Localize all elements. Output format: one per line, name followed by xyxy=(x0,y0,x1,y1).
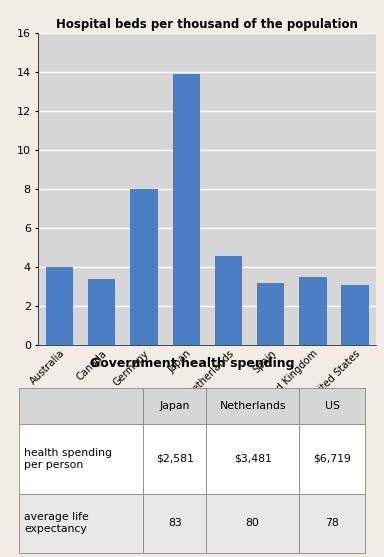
Bar xyxy=(130,189,158,345)
Bar xyxy=(300,494,365,553)
Text: 80: 80 xyxy=(246,518,260,528)
Text: 83: 83 xyxy=(168,518,182,528)
Title: Hospital beds per thousand of the population: Hospital beds per thousand of the popula… xyxy=(56,18,358,31)
Text: $3,481: $3,481 xyxy=(234,454,271,464)
Bar xyxy=(257,283,285,345)
Text: $6,719: $6,719 xyxy=(313,454,351,464)
Bar xyxy=(300,388,365,424)
Bar xyxy=(46,267,73,345)
Bar xyxy=(19,494,144,553)
Text: Government health spending: Government health spending xyxy=(90,357,294,370)
Text: Netherlands: Netherlands xyxy=(219,401,286,411)
Bar xyxy=(206,424,300,494)
Text: 78: 78 xyxy=(326,518,339,528)
Bar xyxy=(299,277,327,345)
Bar xyxy=(144,424,206,494)
Bar xyxy=(206,494,300,553)
Text: $2,581: $2,581 xyxy=(156,454,194,464)
Text: health spending
per person: health spending per person xyxy=(24,448,112,470)
Bar xyxy=(215,256,242,345)
Text: US: US xyxy=(325,401,340,411)
Bar xyxy=(88,279,116,345)
Bar xyxy=(172,74,200,345)
Bar xyxy=(144,494,206,553)
Bar xyxy=(19,388,144,424)
Text: Japan: Japan xyxy=(159,401,190,411)
Bar xyxy=(341,285,369,345)
Bar xyxy=(300,424,365,494)
Bar xyxy=(206,388,300,424)
Bar xyxy=(144,388,206,424)
Bar xyxy=(19,424,144,494)
Text: average life
expectancy: average life expectancy xyxy=(24,512,89,534)
